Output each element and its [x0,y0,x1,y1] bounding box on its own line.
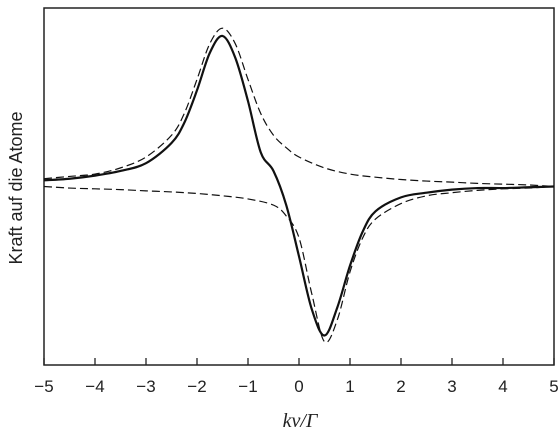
x-tick-label: 4 [498,377,507,396]
x-tick-label: 2 [396,377,405,396]
x-tick-label: −3 [136,377,155,396]
plot-frame [43,7,555,366]
x-tick-label: −1 [238,377,257,396]
x-tick-label: 3 [447,377,456,396]
series-layer [43,27,555,344]
x-tick-label: 5 [549,377,558,396]
series-line-solid-0 [43,34,555,337]
x-axis-label: kv/Γ [283,410,319,432]
x-tick-layer: −5 −4 −3 −2 −1 0 1 2 3 4 5 [34,358,559,396]
x-tick-label: −2 [187,377,206,396]
x-tick-label: −4 [85,377,104,396]
x-tick-label: 0 [294,377,303,396]
series-line-dashed-2 [43,185,555,344]
x-tick-label: −5 [34,377,53,396]
x-tick-label: 1 [345,377,354,396]
y-axis-label: Kraft auf die Atome [6,111,26,264]
series-line-dashed-1 [43,27,555,188]
